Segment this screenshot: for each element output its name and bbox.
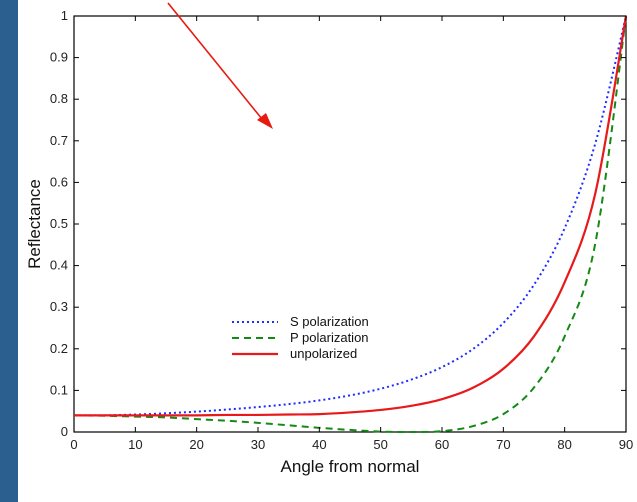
series-layer <box>73 15 628 434</box>
arrow-shaft <box>167 2 263 120</box>
y-tick-label: 0.2 <box>50 341 68 356</box>
y-tick-label: 0.8 <box>50 91 68 106</box>
y-tick-label: 0.9 <box>50 50 68 65</box>
x-axis-ticks: 0 10 20 30 40 50 60 70 80 90 <box>70 16 633 452</box>
y-tick-label: 1 <box>61 8 68 23</box>
y-axis-label: Reflectance <box>25 179 44 269</box>
x-tick-label: 0 <box>70 437 77 452</box>
y-axis-ticks: 0 0.1 0.2 0.3 0.4 0.5 0.6 0.7 0.8 0.9 1 <box>50 8 626 439</box>
x-tick-label: 40 <box>312 437 326 452</box>
y-tick-label: 0.1 <box>50 382 68 397</box>
plot-area: 0 10 20 30 40 50 60 70 80 90 00.10.20.30.40.50.60… <box>50 8 633 452</box>
x-tick-label: 10 <box>128 437 142 452</box>
y-tick-label: 0.3 <box>50 299 68 314</box>
series-line-unpolarized <box>74 15 628 417</box>
y-tick-label: 0.6 <box>50 174 68 189</box>
x-tick-label: 90 <box>619 437 633 452</box>
x-tick-label: 70 <box>496 437 510 452</box>
x-tick-label: 20 <box>189 437 203 452</box>
y-tick-label: 0 <box>61 424 68 439</box>
x-tick-label: 80 <box>557 437 571 452</box>
arrow-head <box>257 113 273 129</box>
legend-label: S polarization <box>290 314 369 329</box>
y-tick-label: 0.5 <box>50 216 68 231</box>
chart-panel <box>18 0 637 502</box>
series-line-s-polarization <box>73 15 627 417</box>
annotation-arrow <box>167 2 273 129</box>
legend-label: P polarization <box>290 330 369 345</box>
y-tick-label: 0.4 <box>50 258 68 273</box>
series-line-p-polarization <box>73 15 627 434</box>
y-tick-label: 0.7 <box>50 133 68 148</box>
x-tick-label: 50 <box>373 437 387 452</box>
x-tick-label: 30 <box>251 437 265 452</box>
x-tick-label: 60 <box>435 437 449 452</box>
legend-label: unpolarized <box>290 346 357 361</box>
x-axis-label: Angle from normal <box>281 457 420 476</box>
